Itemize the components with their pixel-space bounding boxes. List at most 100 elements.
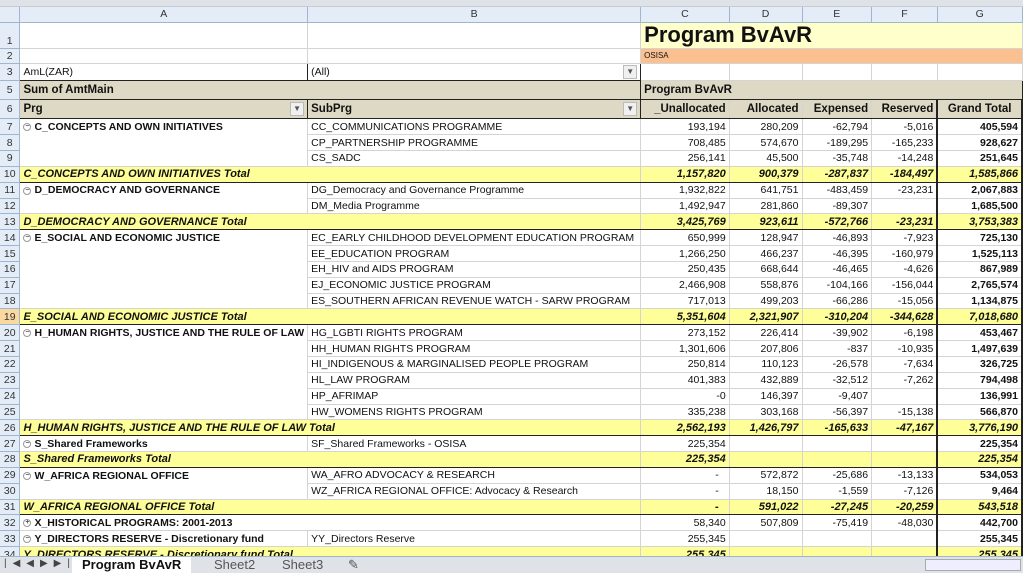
value-reserved[interactable]: -184,497	[871, 165, 938, 183]
value-reserved[interactable]: -7,126	[871, 483, 938, 500]
value-unallocated[interactable]: 273,152	[640, 324, 730, 342]
value-allocated[interactable]: 572,872	[729, 467, 803, 484]
value-grand-total[interactable]: 453,467	[936, 324, 1023, 342]
row-header[interactable]: 16	[0, 261, 21, 278]
row-header[interactable]: 18	[0, 293, 21, 310]
value-expensed[interactable]: -89,307	[802, 198, 873, 215]
value-grand-total[interactable]: 928,627	[936, 134, 1023, 152]
value-allocated[interactable]	[729, 530, 803, 548]
value-reserved[interactable]: -48,030	[871, 514, 938, 532]
cell[interactable]	[19, 48, 309, 65]
select-all-corner[interactable]	[0, 7, 21, 23]
value-grand-total[interactable]: 1,585,866	[936, 165, 1023, 183]
value-unallocated[interactable]: 717,013	[640, 293, 730, 310]
row-header[interactable]: 9	[0, 150, 21, 167]
value-expensed[interactable]: -25,686	[802, 467, 873, 484]
value-allocated[interactable]: 281,860	[729, 198, 803, 215]
value-reserved[interactable]	[871, 451, 938, 468]
cell[interactable]	[307, 22, 642, 49]
value-reserved[interactable]	[871, 530, 938, 548]
total-label[interactable]: E_SOCIAL AND ECONOMIC JUSTICE Total	[19, 308, 642, 326]
value-grand-total[interactable]: 543,518	[936, 498, 1023, 516]
value-reserved[interactable]: -160,979	[871, 245, 938, 262]
value-expensed[interactable]: -66,286	[802, 293, 873, 310]
value-allocated[interactable]: 507,809	[729, 514, 803, 532]
value-grand-total[interactable]: 3,776,190	[936, 419, 1023, 437]
value-grand-total[interactable]: 225,354	[936, 451, 1023, 468]
value-grand-total[interactable]: 326,725	[936, 356, 1023, 373]
subprg-cell[interactable]: WA_AFRO ADVOCACY & RESEARCH	[307, 467, 642, 484]
value-unallocated[interactable]: 335,238	[640, 404, 730, 421]
value-unallocated[interactable]: 225,354	[640, 435, 730, 453]
row-header[interactable]: 15	[0, 245, 21, 262]
value-grand-total[interactable]: 7,018,680	[936, 308, 1023, 326]
value-reserved[interactable]: -15,138	[871, 404, 938, 421]
value-expensed[interactable]	[802, 451, 873, 468]
row-header[interactable]: 33	[0, 530, 21, 548]
value-unallocated[interactable]: 1,266,250	[640, 245, 730, 262]
prg-cell[interactable]: − E_SOCIAL AND ECONOMIC JUSTICE	[19, 229, 309, 246]
prg-field-header[interactable]: Prg ▼	[19, 99, 309, 120]
collapse-icon[interactable]: −	[23, 123, 32, 132]
prg-cell[interactable]	[19, 356, 309, 373]
row-header[interactable]: 28	[0, 451, 21, 468]
subprg-cell[interactable]: EE_EDUCATION PROGRAM	[307, 245, 642, 262]
prg-cell[interactable]: − C_CONCEPTS AND OWN INITIATIVES	[19, 118, 309, 135]
value-allocated[interactable]: 432,889	[729, 372, 803, 389]
value-expensed[interactable]: -572,766	[802, 213, 873, 231]
value-grand-total[interactable]: 1,525,113	[936, 245, 1023, 262]
subprg-cell[interactable]: HP_AFRIMAP	[307, 388, 642, 405]
value-expensed[interactable]: -56,397	[802, 404, 873, 421]
value-grand-total[interactable]: 251,645	[936, 150, 1023, 167]
value-allocated[interactable]: 923,611	[729, 213, 803, 231]
value-unallocated[interactable]: 250,435	[640, 261, 730, 278]
collapse-icon[interactable]: −	[23, 186, 32, 195]
prg-cell[interactable]	[19, 388, 309, 405]
cell[interactable]	[729, 63, 803, 82]
value-reserved[interactable]: -23,231	[871, 182, 938, 199]
row-header[interactable]: 1	[0, 22, 21, 49]
expand-icon[interactable]: +	[23, 519, 32, 528]
subprg-cell[interactable]: DG_Democracy and Governance Programme	[307, 182, 642, 199]
prg-cell[interactable]	[19, 150, 309, 167]
value-reserved[interactable]: -10,935	[871, 340, 938, 357]
value-unallocated[interactable]: 708,485	[640, 134, 730, 152]
value-expensed[interactable]: -287,837	[802, 165, 873, 183]
value-unallocated[interactable]: 256,141	[640, 150, 730, 167]
value-reserved[interactable]: -344,628	[871, 308, 938, 326]
row-header[interactable]: 8	[0, 134, 21, 152]
subprg-cell[interactable]: HH_HUMAN RIGHTS PROGRAM	[307, 340, 642, 357]
value-allocated[interactable]: 303,168	[729, 404, 803, 421]
value-allocated[interactable]: 18,150	[729, 483, 803, 500]
value-allocated[interactable]: 207,806	[729, 340, 803, 357]
subprg-cell[interactable]: EC_EARLY CHILDHOOD DEVELOPMENT EDUCATION…	[307, 229, 642, 247]
value-allocated[interactable]: 2,321,907	[729, 308, 803, 326]
pivot-column-field[interactable]: Program BvAvR	[640, 80, 1023, 101]
filter-dropdown[interactable]: (All) ▼	[307, 63, 642, 82]
value-allocated[interactable]: 574,670	[729, 134, 803, 152]
row-header[interactable]: 19	[0, 308, 21, 326]
subprg-cell[interactable]: YY_Directors Reserve	[307, 530, 642, 548]
value-allocated[interactable]: 591,022	[729, 498, 803, 516]
value-grand-total[interactable]: 2,067,883	[936, 182, 1023, 199]
collapse-icon[interactable]: −	[23, 534, 32, 543]
prg-cell[interactable]	[19, 293, 309, 310]
subprg-cell[interactable]: HL_LAW PROGRAM	[307, 372, 642, 389]
value-grand-total[interactable]: 566,870	[936, 404, 1023, 421]
value-unallocated[interactable]: -	[640, 483, 730, 500]
prg-cell[interactable]	[19, 134, 309, 151]
row-header[interactable]: 17	[0, 277, 21, 294]
subprg-field-header[interactable]: SubPrg ▼	[307, 99, 642, 120]
row-header[interactable]: 20	[0, 324, 21, 342]
value-grand-total[interactable]: 1,497,639	[936, 340, 1023, 357]
prg-cell[interactable]: − D_DEMOCRACY AND GOVERNANCE	[19, 182, 309, 199]
value-expensed[interactable]: -483,459	[802, 182, 873, 199]
value-unallocated[interactable]: 193,194	[640, 118, 730, 136]
prg-cell[interactable]: − H_HUMAN RIGHTS, JUSTICE AND THE RULE OF…	[19, 324, 309, 341]
row-header[interactable]: 3	[0, 63, 21, 82]
spreadsheet-grid[interactable]: A B C D E F G 1 Program BvAvR 2 OSISA 3 …	[0, 7, 1023, 563]
value-grand-total[interactable]: 255,345	[936, 530, 1023, 548]
value-unallocated[interactable]: 225,354	[640, 451, 730, 468]
sheet-tab-sheet2[interactable]: Sheet2	[214, 557, 256, 572]
value-grand-total[interactable]: 2,765,574	[936, 277, 1023, 294]
